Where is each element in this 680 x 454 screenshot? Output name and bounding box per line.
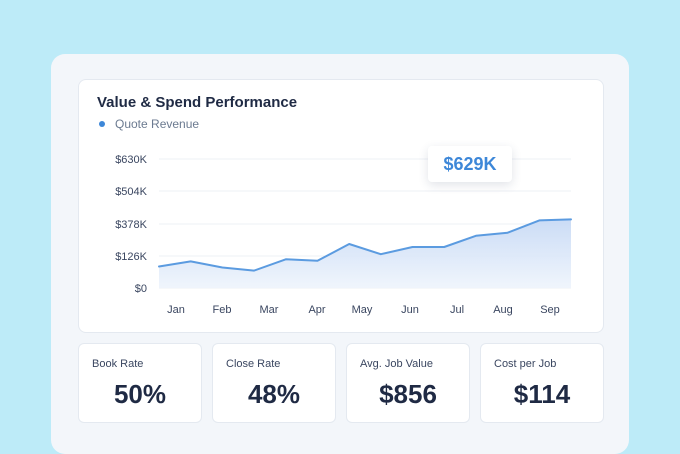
- chart-legend[interactable]: Quote Revenue: [99, 117, 199, 131]
- y-tick-label: $0: [135, 283, 147, 295]
- tooltip-value: $629K: [443, 153, 497, 174]
- stat-value: $114: [513, 379, 571, 409]
- x-tick-label: Feb: [213, 304, 232, 316]
- revenue-chart: $630K $504K $378K $126K $0 Jan Feb Mar Apr May Jun…: [115, 154, 572, 316]
- stat-label: Book Rate: [92, 358, 144, 370]
- stat-value: 50%: [113, 379, 167, 409]
- y-tick-label: $378K: [115, 219, 147, 231]
- series-line: [158, 218, 572, 272]
- x-tick-label: Jan: [167, 304, 185, 316]
- stat-card-book-rate: Book Rate 50%: [78, 343, 202, 423]
- x-tick-label: Sep: [540, 304, 560, 316]
- value-tooltip: $629K: [428, 146, 512, 182]
- x-tick-label: May: [352, 304, 373, 316]
- dashboard-panel: Value & Spend Performance Quote Revenue …: [51, 54, 629, 454]
- stat-label: Avg. Job Value: [360, 358, 433, 370]
- legend-label: Quote Revenue: [115, 117, 200, 131]
- series-area: [159, 219, 571, 288]
- x-tick-label: Jul: [450, 304, 464, 316]
- legend-dot-icon: [99, 121, 105, 127]
- y-tick-label: $504K: [115, 186, 147, 198]
- stat-value: 48%: [247, 379, 301, 409]
- stat-label: Cost per Job: [494, 358, 557, 370]
- stat-label: Close Rate: [226, 358, 281, 370]
- y-tick-label: $126K: [115, 251, 147, 263]
- stat-card-avg-job-value: Avg. Job Value $856: [346, 343, 470, 423]
- x-tick-label: Mar: [260, 304, 279, 316]
- stat-card-close-rate: Close Rate 48%: [212, 343, 336, 423]
- y-tick-label: $630K: [115, 154, 147, 166]
- x-tick-label: Apr: [308, 304, 325, 316]
- x-tick-label: Aug: [493, 304, 513, 316]
- stat-card-cost-per-job: Cost per Job $114: [480, 343, 604, 423]
- x-tick-label: Jun: [401, 304, 419, 316]
- chart-title: Value & Spend Performance: [97, 94, 298, 111]
- chart-card: Value & Spend Performance Quote Revenue …: [78, 79, 604, 333]
- stat-value: $856: [379, 379, 437, 409]
